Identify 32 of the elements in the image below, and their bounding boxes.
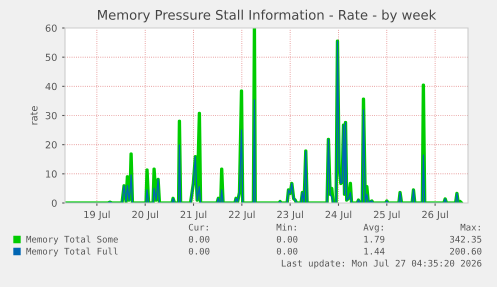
- text: 0.00: [188, 236, 210, 243]
- text: 0.00: [188, 248, 210, 255]
- text: 342.35: [450, 236, 482, 243]
- y-tick-label: 60: [46, 24, 57, 32]
- x-tick-label: 23 Jul: [277, 210, 303, 220]
- y-tick-label: 40: [45, 82, 57, 90]
- text: 0.00: [276, 236, 298, 243]
- x-tick-label: 21 Jul: [180, 210, 206, 220]
- chart-title: Memory Pressure Stall Information - Rate - by week: [98, 10, 436, 22]
- y-axis-title: rate: [30, 106, 38, 124]
- x-tick-label: 20 Jul: [132, 210, 158, 220]
- text: Max:: [460, 224, 480, 231]
- legend-label: Memory Total Full: [26, 248, 118, 256]
- text: Cur:: [188, 224, 208, 231]
- text: Last update: Mon Jul 27 04:35:20 2026: [282, 260, 482, 268]
- y-tick-label: 30: [46, 112, 57, 120]
- text: 1.44: [364, 248, 385, 255]
- x-tick-label: 25 Jul: [374, 210, 400, 220]
- text: Min:: [276, 224, 296, 231]
- x-tick-label: 22 Jul: [228, 210, 255, 220]
- y-tick-label: 20: [46, 141, 57, 148]
- y-tick-label: 50: [46, 54, 57, 61]
- y-tick-label: 0: [52, 199, 57, 207]
- x-tick-label: 19 Jul: [84, 210, 110, 220]
- text: 0.00: [276, 248, 298, 255]
- x-tick-label: 24 Jul: [326, 210, 352, 220]
- x-tick-label: 26 Jul: [422, 210, 448, 220]
- text: 200.60: [450, 248, 482, 255]
- text: Avg:: [363, 224, 383, 232]
- y-tick-label: 10: [46, 170, 57, 178]
- legend-label: Memory Total Some: [26, 236, 118, 244]
- text: 1.79: [364, 236, 384, 243]
